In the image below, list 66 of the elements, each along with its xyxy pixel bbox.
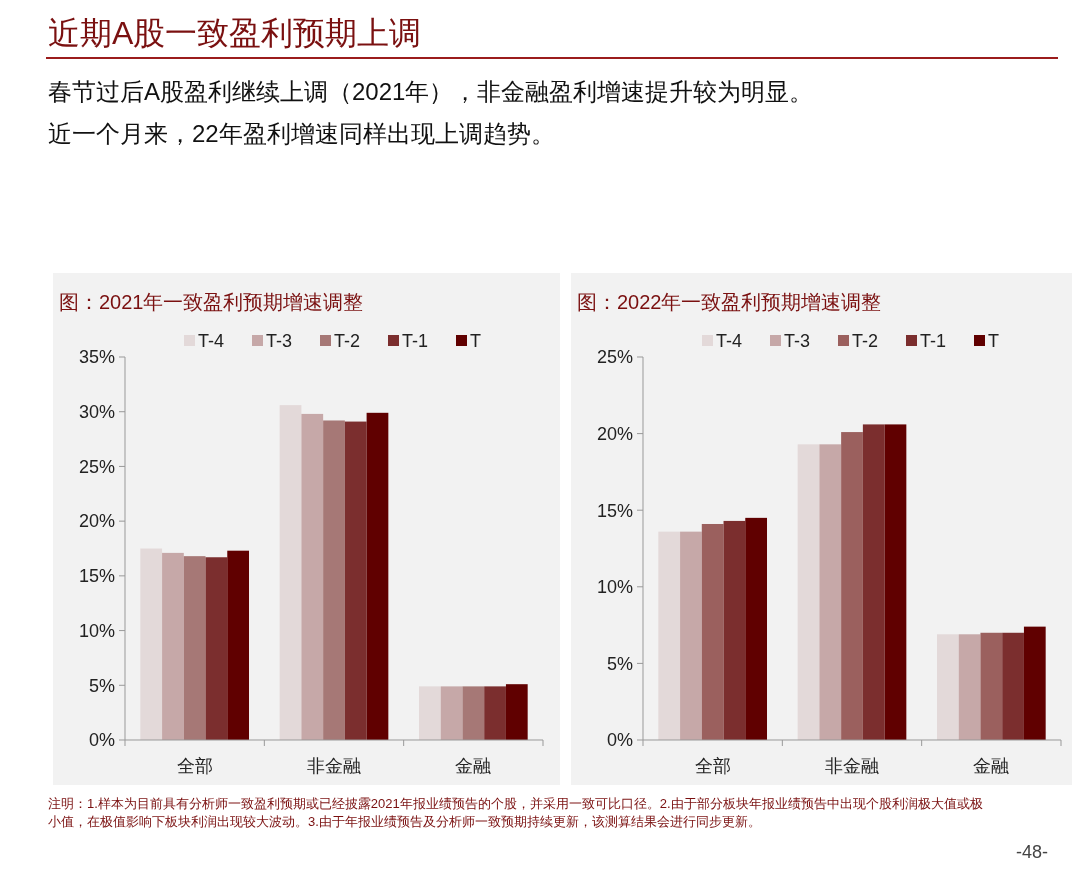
bar xyxy=(505,684,528,740)
y-tick-label: 0% xyxy=(88,730,115,751)
y-tick-label: 30% xyxy=(78,402,115,423)
bar xyxy=(366,412,389,740)
bar xyxy=(162,552,184,740)
legend-label: T xyxy=(988,331,999,352)
x-tick-label: 金融 xyxy=(973,756,1010,776)
y-tick-label: 35% xyxy=(78,347,115,368)
bar xyxy=(183,556,206,740)
bar xyxy=(227,550,250,740)
y-tick-label: 20% xyxy=(596,423,633,444)
bar xyxy=(1002,632,1024,740)
bar xyxy=(205,557,228,740)
text: -48- xyxy=(1015,842,1048,862)
bar xyxy=(841,432,863,740)
legend-label: T-1 xyxy=(402,331,429,352)
legend-label: T-2 xyxy=(852,331,879,352)
bar xyxy=(980,632,1003,740)
y-tick-label: 10% xyxy=(78,620,115,641)
y-tick-label: 10% xyxy=(596,577,633,598)
y-tick-label: 5% xyxy=(606,653,633,674)
legend-label: T xyxy=(470,331,481,352)
y-tick-label: 0% xyxy=(606,730,633,751)
y-tick-label: 15% xyxy=(78,566,115,587)
bar xyxy=(680,531,702,740)
bar xyxy=(344,421,367,740)
legend-label: T-4 xyxy=(198,331,225,352)
bar xyxy=(279,405,302,740)
bar xyxy=(745,517,768,740)
y-tick-label: 25% xyxy=(78,456,115,477)
x-tick-label: 全部 xyxy=(176,756,213,776)
legend-label: T-3 xyxy=(266,331,293,352)
bar xyxy=(723,520,746,740)
text: 注明：1.样本为目前具有分析师一致盈利预期或已经披露2021年报业绩预告的个股，并采用一致可比口径。2.由于部分板块年报业绩预告中出现个股利润极大值或极小值，在极值影响下板块利润出现较大波动。3.由于年报业绩预告及分析师一致预期持续更新，该测算结果会进行同步更新。 xyxy=(48,796,983,829)
chart-title: 图：2021年一致盈利预期增速调整 xyxy=(59,291,364,313)
y-tick-label: 20% xyxy=(78,511,115,532)
legend-label: T-4 xyxy=(716,331,743,352)
bar xyxy=(936,634,959,740)
legend-label: T-2 xyxy=(334,331,361,352)
bar xyxy=(1023,626,1046,740)
bar xyxy=(701,523,724,740)
bar xyxy=(862,424,885,740)
x-tick-label: 全部 xyxy=(694,756,731,776)
x-tick-label: 非金融 xyxy=(307,756,361,776)
bar xyxy=(418,686,441,740)
bar xyxy=(301,413,324,740)
bar xyxy=(484,686,506,740)
y-tick-label: 25% xyxy=(596,347,633,368)
x-tick-label: 金融 xyxy=(455,756,492,776)
chart-title: 图：2022年一致盈利预期增速调整 xyxy=(577,291,882,313)
x-tick-label: 非金融 xyxy=(825,756,879,776)
bar xyxy=(658,531,681,740)
legend-label: T-1 xyxy=(920,331,947,352)
y-tick-label: 5% xyxy=(88,675,115,696)
bar xyxy=(797,444,820,740)
bar xyxy=(323,420,345,740)
bar xyxy=(958,634,981,740)
y-tick-label: 15% xyxy=(596,500,633,521)
bar xyxy=(440,686,463,740)
legend-label: T-3 xyxy=(784,331,811,352)
bar xyxy=(819,444,842,740)
bar xyxy=(462,686,485,740)
text: 春节过后A股盈利继续上调（2021年），非金融盈利增速提升较为明显。近一个月来，22年盈利增速同样出现上调趋势。 xyxy=(48,78,814,147)
text: 近期A股一致盈利预期上调 xyxy=(48,15,422,51)
bar xyxy=(140,548,163,740)
bar xyxy=(884,424,907,740)
